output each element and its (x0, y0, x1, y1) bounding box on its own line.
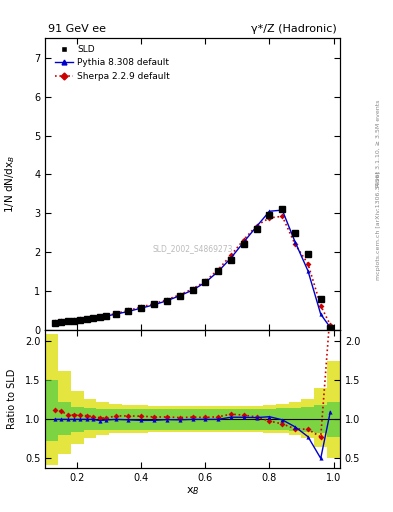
Text: SLD_2002_S4869273: SLD_2002_S4869273 (152, 244, 233, 252)
Y-axis label: Ratio to SLD: Ratio to SLD (7, 369, 17, 429)
Text: Rivet 3.1.10, ≥ 3.5M events: Rivet 3.1.10, ≥ 3.5M events (376, 100, 380, 187)
Text: mcplots.cern.ch [arXiv:1306.3436]: mcplots.cern.ch [arXiv:1306.3436] (376, 171, 380, 280)
Text: 91 GeV ee: 91 GeV ee (48, 24, 106, 34)
Legend: SLD, Pythia 8.308 default, Sherpa 2.2.9 default: SLD, Pythia 8.308 default, Sherpa 2.2.9 … (51, 41, 174, 84)
Text: γ*/Z (Hadronic): γ*/Z (Hadronic) (251, 24, 337, 34)
X-axis label: x$_B$: x$_B$ (186, 485, 199, 497)
Y-axis label: 1/N dN/dx$_B$: 1/N dN/dx$_B$ (4, 155, 17, 214)
